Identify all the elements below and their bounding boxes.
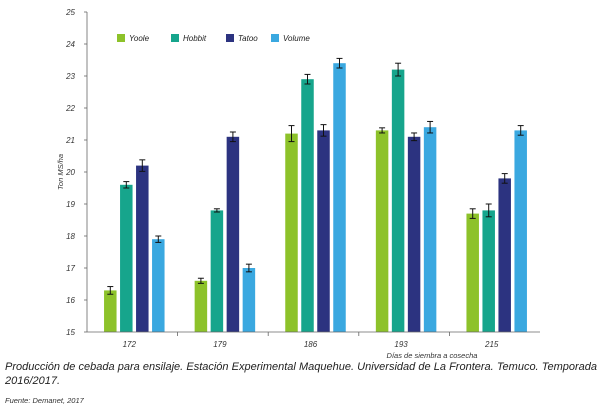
- x-category-label: 172: [123, 340, 137, 349]
- bar-volume: [152, 239, 165, 332]
- legend-swatch-volume: [271, 34, 279, 42]
- bar-hobbit: [391, 69, 405, 332]
- bar-yoole: [104, 290, 117, 332]
- legend-swatch-tatoo: [226, 34, 234, 42]
- bar-volume: [333, 63, 346, 332]
- figure-source: Fuente: Demanet, 2017: [5, 396, 84, 405]
- bar-volume: [423, 127, 437, 332]
- y-tick-label: 22: [65, 104, 75, 113]
- y-tick-label: 15: [66, 328, 75, 337]
- y-tick-label: 20: [65, 168, 75, 177]
- y-tick-label: 19: [66, 200, 75, 209]
- y-tick-label: 21: [65, 136, 75, 145]
- legend-label-hobbit: Hobbit: [183, 34, 207, 43]
- legend-swatch-yoole: [117, 34, 125, 42]
- bar-yoole: [466, 213, 479, 332]
- y-tick-label: 24: [65, 40, 75, 49]
- bars: [104, 57, 527, 332]
- legend-label-volume: Volume: [283, 34, 310, 43]
- x-category-label: 186: [304, 340, 318, 349]
- x-axis-categories: 172 179 186 193 215: [123, 332, 499, 349]
- y-axis-ticks: 15 16 17 18 19 20 21 22 23 24 25: [65, 8, 87, 337]
- x-category-label: 215: [484, 340, 499, 349]
- bar-yoole: [375, 130, 389, 332]
- bar-yoole: [194, 280, 208, 332]
- legend-label-tatoo: Tatoo: [238, 34, 258, 43]
- x-category-label: 179: [213, 340, 227, 349]
- bar-hobbit: [120, 184, 133, 332]
- y-axis-label: Ton MS/ha: [56, 154, 65, 190]
- y-tick-label: 16: [66, 296, 75, 305]
- bar-yoole: [285, 133, 298, 332]
- figure-caption: Producción de cebada para ensilaje. Esta…: [5, 361, 597, 387]
- bar-hobbit: [301, 79, 314, 332]
- legend: Yoole Hobbit Tatoo Volume: [117, 34, 310, 43]
- bar-tatoo: [226, 136, 240, 332]
- bar-tatoo: [136, 165, 149, 332]
- x-axis-label: Días de siembra a cosecha: [387, 351, 478, 360]
- bar-tatoo: [317, 130, 330, 332]
- bar-volume: [514, 130, 527, 332]
- bar-tatoo: [407, 136, 421, 332]
- legend-swatch-hobbit: [171, 34, 179, 42]
- bar-tatoo: [498, 178, 511, 332]
- bar-hobbit: [210, 210, 224, 332]
- y-tick-label: 18: [66, 232, 75, 241]
- bar-volume: [242, 268, 256, 332]
- legend-label-yoole: Yoole: [129, 34, 150, 43]
- y-tick-label: 25: [65, 8, 75, 17]
- x-category-label: 193: [394, 340, 408, 349]
- bar-hobbit: [482, 210, 495, 332]
- bar-chart: 15 16 17 18 19 20 21 22 23 24 25 172 179 186 193 215 T…: [56, 8, 540, 360]
- y-tick-label: 17: [66, 264, 75, 273]
- y-tick-label: 23: [65, 72, 75, 81]
